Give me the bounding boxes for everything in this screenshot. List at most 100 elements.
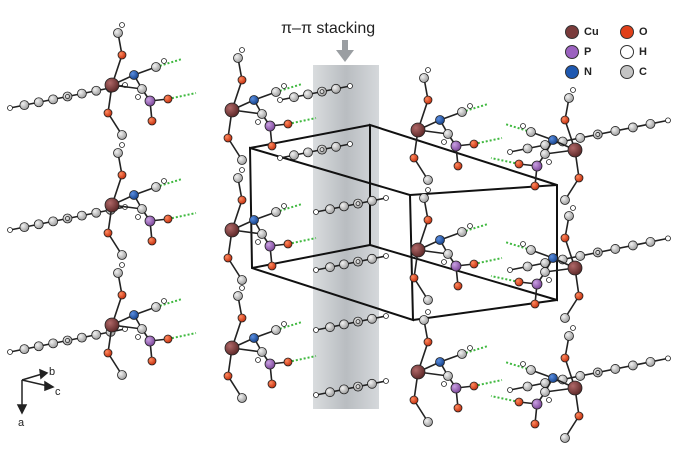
- o-atom: [423, 95, 433, 105]
- c-atom: [257, 109, 267, 119]
- n-atom: [249, 95, 259, 105]
- c-atom: [76, 210, 87, 221]
- cu-atom: [410, 364, 426, 380]
- complex-molecules: [103, 22, 584, 443]
- cu-atom-icon: [565, 25, 579, 39]
- cu-atom: [224, 340, 240, 356]
- c-atom: [610, 126, 621, 136]
- copper-complex: [103, 142, 197, 260]
- h-atom: [507, 387, 513, 393]
- copper-complex: [490, 325, 584, 443]
- h-atom: [467, 345, 473, 351]
- c-atom: [48, 338, 59, 349]
- n-atom: [129, 310, 139, 320]
- stacked-ligand: [313, 253, 389, 273]
- cu-atom: [567, 142, 583, 158]
- c-atom: [564, 93, 574, 103]
- o-atom: [514, 277, 524, 287]
- h-atom: [161, 298, 167, 304]
- o-atom: [147, 116, 157, 126]
- h-atom: [383, 195, 389, 201]
- c-atom: [113, 148, 123, 158]
- c-atom: [522, 143, 533, 154]
- c-atom: [325, 204, 335, 215]
- o-atom: [163, 94, 173, 104]
- o-atom: [163, 214, 173, 224]
- c-atom: [443, 249, 453, 259]
- ring-marker: [355, 384, 361, 390]
- p-atom: [264, 120, 276, 132]
- c-atom: [33, 97, 44, 108]
- o-atom: [560, 115, 570, 125]
- c-atom: [353, 316, 363, 327]
- axis-triad: [16, 368, 55, 415]
- c-atom: [117, 370, 127, 380]
- c-atom: [353, 256, 363, 267]
- c-atom: [339, 384, 349, 395]
- p-atom: [531, 160, 543, 172]
- p-atom: [531, 398, 543, 410]
- o-atom: [147, 356, 157, 366]
- h-atom: [441, 259, 447, 265]
- h-atom: [7, 227, 13, 233]
- h-atom-icon: [620, 45, 634, 59]
- o-atom: [237, 313, 247, 323]
- h-atom: [467, 223, 473, 229]
- hydrogen-bond: [167, 92, 197, 100]
- h-atom: [135, 334, 141, 340]
- stacked-ligand: [7, 204, 128, 233]
- o-atom: [530, 299, 540, 309]
- hydrogen-bond: [287, 355, 317, 363]
- o-atom: [453, 161, 463, 171]
- h-atom: [313, 392, 319, 398]
- o-atom: [514, 397, 524, 407]
- h-atom: [467, 103, 473, 109]
- legend-label: C: [639, 66, 647, 78]
- c-atom: [353, 381, 363, 392]
- copper-complex: [409, 67, 503, 185]
- c-atom: [19, 222, 30, 233]
- h-atom: [546, 277, 552, 283]
- h-atom: [161, 58, 167, 64]
- o-atom: [530, 181, 540, 191]
- copper-complex: [490, 205, 584, 323]
- copper-complex: [223, 47, 317, 165]
- o-atom-icon: [620, 25, 634, 39]
- legend-label: H: [639, 46, 647, 58]
- ring-marker: [595, 132, 601, 137]
- c-atom: [564, 331, 574, 341]
- c-atom: [457, 349, 467, 359]
- axis-a-label: a: [18, 417, 25, 429]
- c-atom: [233, 291, 243, 301]
- c-atom: [526, 245, 536, 255]
- hydrogen-bond: [287, 237, 317, 245]
- copper-complex: [490, 87, 584, 205]
- legend-o: O: [620, 25, 648, 39]
- c-atom: [19, 100, 30, 111]
- h-atom: [255, 239, 261, 245]
- h-atom: [135, 214, 141, 220]
- c-atom: [62, 213, 73, 224]
- legend-n: N: [565, 65, 592, 79]
- o-atom: [283, 357, 293, 367]
- o-atom: [267, 141, 277, 151]
- c-atom: [540, 149, 550, 159]
- c-atom: [137, 204, 147, 214]
- hydrogen-bond: [490, 275, 520, 283]
- h-atom: [383, 313, 389, 319]
- c-atom: [457, 107, 467, 117]
- h-atom: [239, 285, 245, 291]
- o-atom: [163, 334, 173, 344]
- o-atom: [237, 195, 247, 205]
- o-atom: [223, 371, 233, 381]
- c-atom: [271, 87, 281, 97]
- n-atom: [548, 135, 558, 145]
- h-atom: [347, 83, 353, 89]
- c-atom: [113, 268, 123, 278]
- h-atom: [665, 235, 671, 242]
- n-atom: [249, 215, 259, 225]
- h-atom: [425, 187, 431, 193]
- hydrogen-bond: [490, 157, 520, 165]
- c-atom: [237, 275, 247, 285]
